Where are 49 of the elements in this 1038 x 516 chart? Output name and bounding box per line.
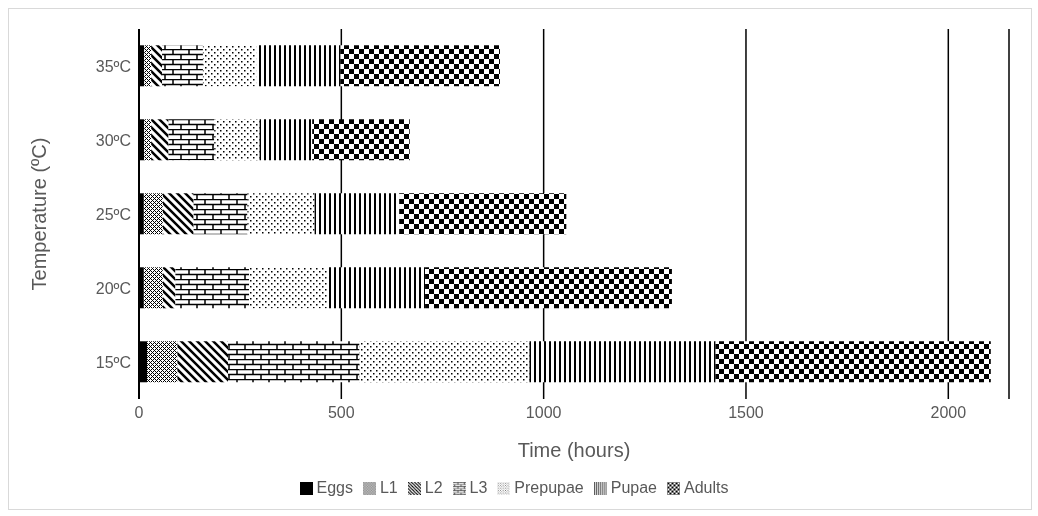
x-axis-title: Time (hours) (517, 439, 631, 461)
bar (151, 45, 163, 87)
bar (162, 45, 203, 87)
bar (202, 45, 257, 87)
bar (177, 341, 229, 383)
bar (193, 193, 248, 235)
bar (529, 341, 716, 383)
bar (247, 193, 315, 235)
legend-label: Prepupae (514, 479, 584, 496)
legend-label: Pupae (610, 479, 658, 496)
bar (249, 267, 328, 309)
bar (314, 193, 400, 235)
bar (144, 119, 152, 161)
y-tick-label: 30ºC (95, 131, 131, 149)
legend-label: Eggs (316, 479, 353, 496)
bar (327, 267, 426, 309)
bar (143, 267, 163, 309)
x-tick-label: 1000 (525, 404, 562, 422)
x-tick-label: 1500 (728, 404, 764, 422)
bar (147, 341, 178, 383)
x-tick-label: 0 (134, 404, 144, 422)
bar (715, 341, 991, 383)
legend-label: L1 (379, 479, 398, 496)
y-tick-label: 25ºC (95, 205, 131, 223)
bar (399, 193, 567, 235)
bar (259, 119, 313, 161)
bar (144, 45, 152, 87)
bar (312, 119, 410, 161)
bar (425, 267, 672, 309)
bar (359, 341, 530, 383)
bar (151, 119, 169, 161)
x-tick-label: 500 (327, 404, 355, 422)
y-tick-label: 20ºC (95, 279, 131, 297)
x-tick-label: 2000 (930, 404, 967, 422)
bar (175, 267, 250, 309)
bar (340, 45, 500, 87)
legend-label: L3 (469, 479, 488, 496)
legend-label: Adults (684, 479, 729, 496)
bar (143, 193, 163, 235)
bar (162, 267, 176, 309)
y-axis-title: Temperature (ºC) (28, 137, 51, 291)
legend-label: L2 (424, 479, 443, 496)
bar (162, 193, 194, 235)
y-tick-label: 35ºC (95, 57, 131, 75)
bar (228, 341, 360, 383)
y-tick-label: 15ºC (95, 353, 131, 371)
bar (256, 45, 341, 87)
bar (168, 119, 215, 161)
bar (214, 119, 260, 161)
